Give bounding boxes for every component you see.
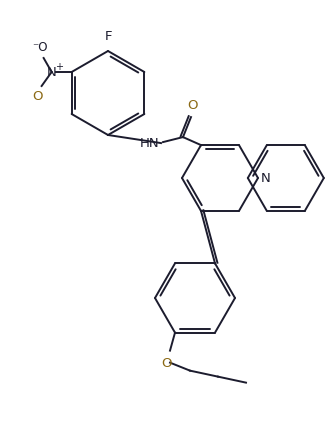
Text: ⁻O: ⁻O bbox=[32, 41, 47, 54]
Text: O: O bbox=[162, 357, 172, 370]
Text: N: N bbox=[47, 65, 56, 78]
Text: HN: HN bbox=[139, 137, 159, 150]
Text: +: + bbox=[55, 62, 63, 72]
Text: F: F bbox=[104, 30, 112, 43]
Text: O: O bbox=[188, 99, 198, 112]
Text: N: N bbox=[261, 172, 271, 184]
Text: O: O bbox=[32, 90, 43, 103]
